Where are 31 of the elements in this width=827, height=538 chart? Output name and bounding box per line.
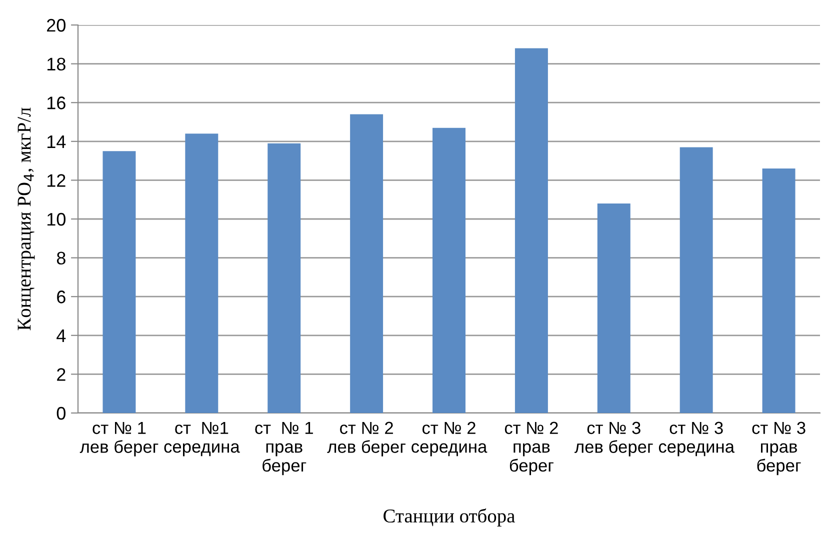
bar: [762, 168, 796, 413]
bar: [680, 147, 713, 413]
bar: [350, 114, 384, 413]
x-tick-label: ст № 2 середина: [412, 422, 488, 456]
y-tick-label: 18: [47, 58, 66, 71]
x-tick-label: ст № 3 лев берег: [574, 422, 653, 456]
x-axis-title: Станции отбора: [384, 508, 515, 526]
y-tick-label: 20: [47, 18, 66, 32]
bar: [514, 48, 548, 413]
bar: [597, 203, 630, 413]
bar: [432, 128, 466, 413]
y-tick-label: 2: [57, 368, 66, 381]
y-tick-label: 10: [47, 212, 66, 226]
bar: [185, 134, 218, 413]
y-tick-label: 14: [47, 136, 66, 148]
x-tick-label: ст № 3 середина: [658, 422, 734, 456]
y-tick-label: 0: [56, 406, 66, 420]
x-tick-label: ст № 2 лев берег: [327, 422, 406, 456]
y-tick-label: 12: [47, 174, 66, 187]
y-tick-label: 4: [56, 330, 66, 342]
x-tick-label: ст № 2 прав берег: [504, 422, 558, 476]
y-axis-title: Концентрация PO$_{4}$, мкгР/л: [18, 108, 35, 330]
bar: [268, 143, 301, 413]
x-tick-label: ст № 1 прав берег: [255, 422, 313, 476]
y-tick-label: 8: [56, 252, 66, 265]
y-tick-label: 16: [47, 96, 66, 110]
bar: [102, 151, 136, 413]
x-tick-label: ст № 3 прав берег: [752, 422, 806, 476]
y-tick-label: 6: [57, 290, 66, 304]
x-tick-label: ст №1 середина: [164, 422, 240, 456]
x-tick-label: ст № 1 лев берег: [80, 422, 158, 456]
